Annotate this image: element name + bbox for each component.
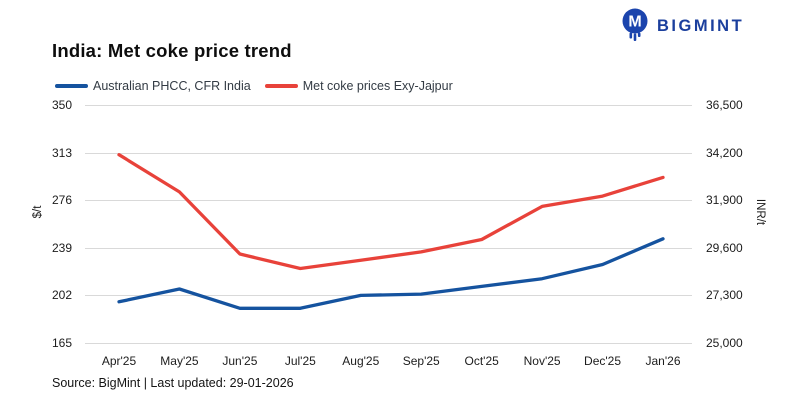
right-axis-tick: 31,900 [706,193,743,208]
bigmint-mint-icon: M [622,8,648,41]
x-axis-label: Jun'25 [222,354,258,368]
left-axis-tick: 165 [51,336,72,350]
legend-swatch-1 [264,84,298,88]
legend-label-1: Met coke prices Exy-Jajpur [302,79,453,93]
x-axis-label: Oct'25 [464,354,499,368]
left-axis-title: $/t [32,205,44,219]
x-axis-label: Jul'25 [284,354,316,368]
left-axis-tick: 276 [51,193,72,208]
chart-legend: Australian PHCC, CFR India Met coke price… [55,79,467,93]
source-note: Source: BigMint | Last updated: 29-01-20… [52,376,294,390]
legend-label-0: Australian PHCC, CFR India [93,79,251,93]
x-axis-label: Sep'25 [402,354,440,368]
series-line-0 [117,237,665,310]
right-axis-tick: 29,600 [706,240,743,255]
legend-item-0: Australian PHCC, CFR India [55,79,251,93]
series-line-1 [117,153,665,271]
left-axis-tick: 202 [51,288,72,303]
right-axis-tick: 34,200 [706,145,743,160]
bigmint-wordmark: BIGMINT [657,16,745,35]
plot-area [85,105,692,344]
right-axis-tick: 36,500 [706,98,743,112]
gridline [85,105,692,106]
gridline [85,247,692,249]
right-axis-tick: 25,000 [706,336,743,350]
x-axis-label: Aug'25 [342,354,380,368]
chart-title: India: Met coke price trend [52,40,292,61]
legend-item-1: Met coke prices Exy-Jajpur [264,79,453,93]
legend-swatch-0 [55,84,88,88]
gridline [85,343,692,344]
right-axis-tick: 27,300 [706,288,743,303]
x-axis-label: Dec'25 [584,354,622,368]
x-axis-label: Jan'26 [645,354,681,368]
left-axis-tick: 239 [51,240,72,255]
svg-text:M: M [628,14,641,31]
gridline [85,152,692,154]
x-axis-label: May'25 [160,354,199,368]
left-axis-tick: 350 [51,98,72,112]
gridline [85,200,692,202]
x-axis-label: Nov'25 [523,354,561,368]
bigmint-logo: M BIGMINT [620,8,744,42]
x-axis-label: Apr'25 [101,354,137,368]
left-axis-tick: 313 [51,145,72,160]
